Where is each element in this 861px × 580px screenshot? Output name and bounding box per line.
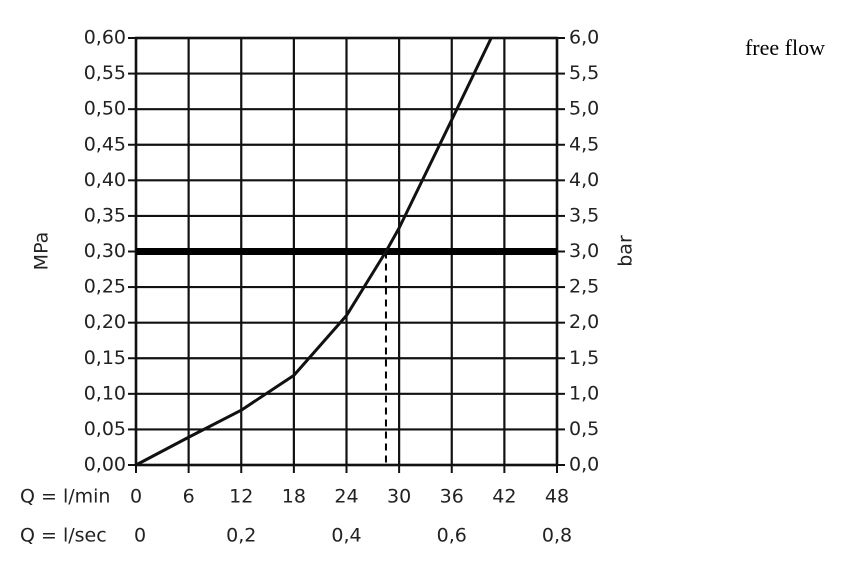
x-tick-label: 0 (130, 486, 142, 508)
y-tick-label: 0,60 (84, 27, 126, 49)
y-tick-label: 0,15 (84, 347, 126, 369)
x-axis-label: Q = l/min (20, 486, 110, 508)
y-tick-label: 0,40 (84, 169, 126, 191)
y2-tick-label: 6,0 (569, 27, 599, 49)
x2-axis-label: Q = l/sec (20, 525, 107, 547)
y-tick-label: 0,45 (84, 133, 126, 155)
x2-tick-label: 0 (134, 525, 146, 547)
x-tick-label: 42 (492, 486, 516, 508)
y2-tick-label: 0,5 (569, 418, 599, 440)
y2-tick-label: 2,0 (569, 311, 599, 333)
y-tick-label: 0,10 (84, 382, 126, 404)
y-tick-label: 0,55 (84, 62, 126, 84)
y-tick-label: 0,20 (84, 311, 126, 333)
x2-tick-label: 0,2 (226, 525, 256, 547)
x2-tick-label: 0,4 (331, 525, 361, 547)
x-tick-label: 12 (229, 486, 253, 508)
y2-tick-label: 5,0 (569, 98, 599, 120)
y2-tick-label: 3,0 (569, 240, 599, 262)
y-tick-label: 0,00 (84, 454, 126, 476)
y2-tick-label: 1,0 (569, 382, 599, 404)
x-tick-label: 36 (440, 486, 464, 508)
y2-tick-label: 4,5 (569, 133, 599, 155)
x-tick-label: 6 (183, 486, 195, 508)
y-tick-label: 0,05 (84, 418, 126, 440)
x2-tick-label: 0,8 (542, 525, 572, 547)
annotation: free flow (745, 35, 825, 60)
y2-tick-label: 0,0 (569, 454, 599, 476)
x-tick-label: 24 (334, 486, 358, 508)
y-tick-label: 0,25 (84, 276, 126, 298)
y-axis-label: MPa (31, 232, 53, 271)
y2-tick-label: 4,0 (569, 169, 599, 191)
x-tick-label: 48 (545, 486, 569, 508)
y-tick-label: 0,50 (84, 98, 126, 120)
y-tick-label: 0,35 (84, 204, 126, 226)
y2-tick-label: 3,5 (569, 204, 599, 226)
x-tick-label: 18 (282, 486, 306, 508)
series-line (135, 37, 493, 467)
y-tick-label: 0,30 (84, 240, 126, 262)
y2-tick-label: 5,5 (569, 62, 599, 84)
x-tick-label: 30 (387, 486, 411, 508)
y2-tick-label: 1,5 (569, 347, 599, 369)
x2-tick-label: 0,6 (437, 525, 467, 547)
y2-tick-label: 2,5 (569, 276, 599, 298)
y2-axis-label: bar (615, 235, 637, 267)
